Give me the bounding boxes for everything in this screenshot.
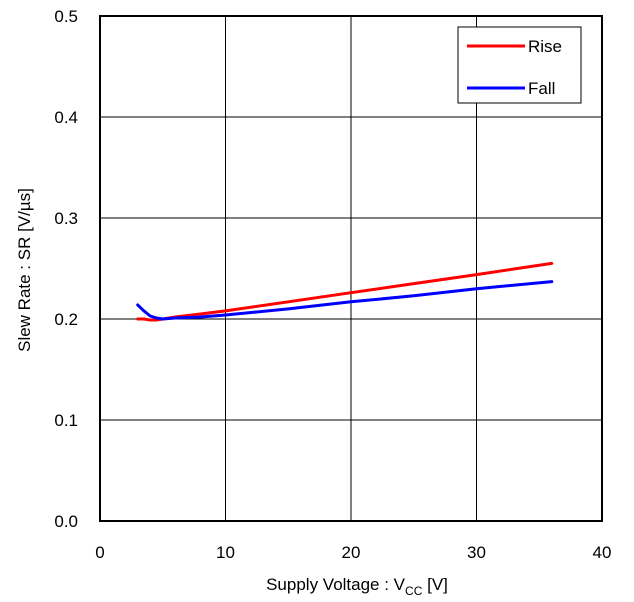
y-tick-label: 0.2 [54,310,78,329]
series-layer [138,263,552,320]
x-axis-label: Supply Voltage : VCC [V] [266,575,448,598]
x-axis-label-unit: [V] [422,575,448,594]
legend-label-rise: Rise [528,37,562,56]
y-tick-label: 0.1 [54,411,78,430]
x-tick-label: 20 [342,543,361,562]
legend: Rise Fall [458,27,581,103]
legend-box [458,27,581,103]
x-tick-label: 10 [216,543,235,562]
x-tick-labels: 0 10 20 30 40 [95,543,611,562]
x-axis-label-main: Supply Voltage : V [266,575,406,594]
x-tick-label: 40 [593,543,612,562]
y-tick-label: 0.4 [54,108,78,127]
legend-label-fall: Fall [528,79,555,98]
y-tick-label: 0.0 [54,512,78,531]
y-tick-labels: 0.0 0.1 0.2 0.3 0.4 0.5 [54,7,78,531]
y-tick-label: 0.5 [54,7,78,26]
series-line-rise [138,263,552,320]
y-axis-label: Slew Rate : SR [V/µs] [15,188,34,352]
x-axis-label-subscript: CC [405,584,423,598]
x-tick-label: 0 [95,543,104,562]
y-tick-label: 0.3 [54,209,78,228]
x-tick-label: 30 [467,543,486,562]
